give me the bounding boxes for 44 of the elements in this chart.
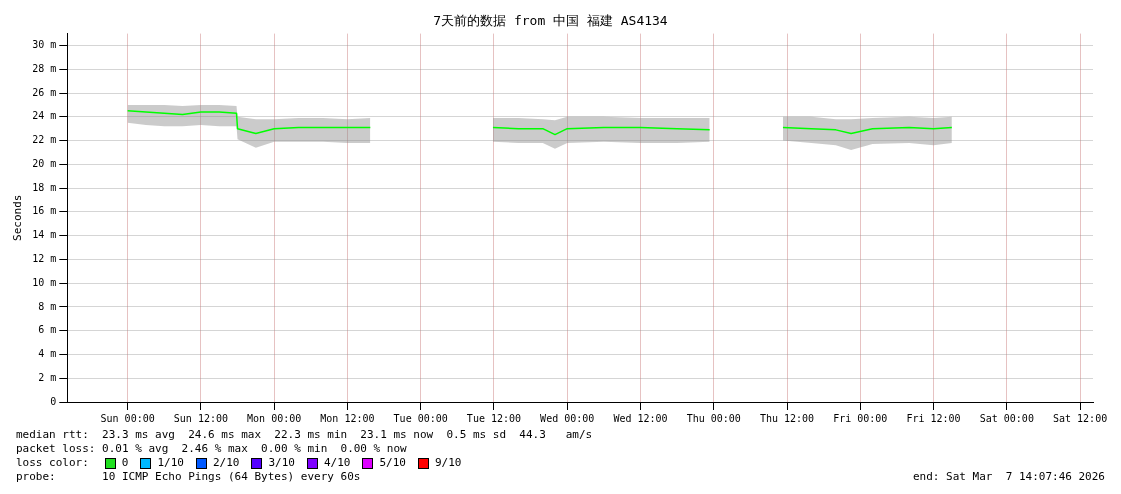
x-tick-label: Fri 00:00 xyxy=(833,412,888,424)
x-tick-label: Mon 12:00 xyxy=(320,412,375,424)
x-tick-label: Wed 00:00 xyxy=(540,412,595,424)
y-tick-label: 4 m xyxy=(38,348,57,360)
text: 5/10 xyxy=(379,456,406,470)
text: 1/10 xyxy=(157,456,184,470)
y-tick-label: 16 m xyxy=(32,205,57,217)
x-tick-label: Sun 12:00 xyxy=(173,412,228,424)
y-axis-title: Seconds xyxy=(11,194,25,241)
x-tick-label: Sun 00:00 xyxy=(100,412,155,424)
x-tick-label: Thu 12:00 xyxy=(759,412,815,424)
y-tick-label: 2 m xyxy=(38,371,57,383)
y-tick-label: 22 m xyxy=(32,134,57,146)
y-tick-label: 8 m xyxy=(38,300,57,312)
x-tick-label: Mon 00:00 xyxy=(247,412,302,424)
text: 9/10 xyxy=(434,456,462,470)
y-tick-label: 20 m xyxy=(32,157,57,169)
x-tick-label: Sat 00:00 xyxy=(979,412,1034,424)
text: probe: 10 ICMP Echo Pings (64 Bytes) every 60s xyxy=(16,470,361,484)
text: packet loss: 0.01 % avg 2.46 % max 0.00 % min 0.00 % now xyxy=(16,442,408,456)
text: median rtt: 23.3 ms avg 24.6 ms max 22.3 ms min 23.1 ms now 0.5 ms sd 44.3 am/s xyxy=(16,428,594,442)
text: end: Sat Mar 7 14:07:46 2026 xyxy=(912,470,1105,484)
y-tick-label: 30 m xyxy=(32,39,57,51)
x-tick-label: Thu 00:00 xyxy=(686,412,741,424)
y-tick-label: 26 m xyxy=(32,86,57,98)
y-tick-label: 18 m xyxy=(32,181,57,193)
y-tick-label: 14 m xyxy=(32,229,57,241)
y-tick-label: 12 m xyxy=(32,252,57,264)
text: 2/10 xyxy=(212,456,240,470)
x-tick-label: Fri 12:00 xyxy=(906,412,961,424)
x-tick-label: Sat 12:00 xyxy=(1052,412,1108,424)
x-tick-label: Tue 12:00 xyxy=(466,412,522,424)
y-tick-label: 28 m xyxy=(32,62,57,74)
text: 3/10 xyxy=(268,456,295,470)
chart-title: 7天前的数据 from 中国 福建 AS4134 xyxy=(433,13,668,29)
text: 0 xyxy=(121,456,129,470)
y-tick-label: 24 m xyxy=(32,110,57,122)
y-tick-label: 6 m xyxy=(38,324,57,336)
x-tick-label: Tue 00:00 xyxy=(393,412,448,424)
x-tick-label: Wed 12:00 xyxy=(613,412,668,424)
y-tick-label: 0 xyxy=(50,395,57,407)
text: 4/10 xyxy=(323,456,351,470)
y-tick-label: 10 m xyxy=(32,276,57,288)
text: loss color: xyxy=(16,456,89,470)
